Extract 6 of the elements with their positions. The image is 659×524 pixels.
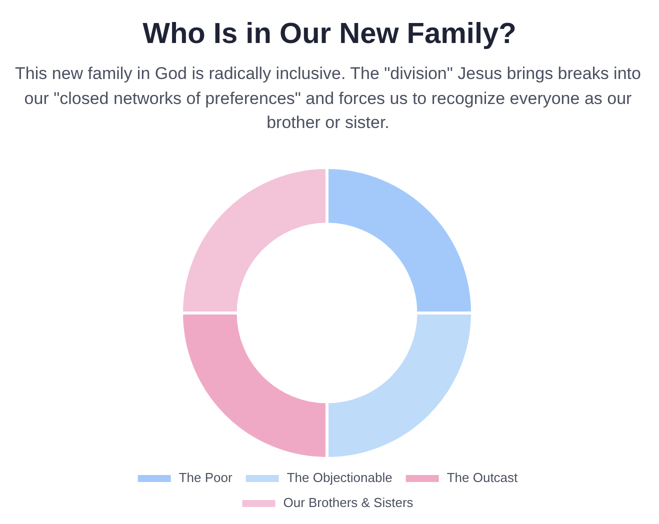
chart-subtitle: This new family in God is radically inclusive. The "division" Jesus brings breaks into our "closed networks of preferences" and forces us to recognize everyone as our brother or sister.: [14, 63, 642, 134]
legend-label: The Poor: [178, 470, 233, 486]
legend-label: Our Brothers & Sisters: [283, 495, 414, 510]
chart-title: Who Is in Our New Family?: [142, 17, 518, 52]
legend-label: The Outcast: [446, 470, 518, 486]
legend-label: The Objectionable: [286, 470, 392, 486]
